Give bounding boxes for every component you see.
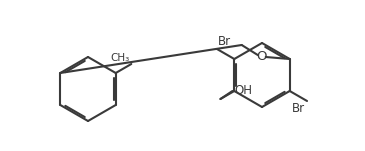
Text: O: O — [257, 50, 267, 63]
Text: CH₃: CH₃ — [110, 53, 129, 63]
Text: Br: Br — [292, 102, 305, 115]
Text: OH: OH — [234, 84, 253, 96]
Text: Br: Br — [218, 35, 231, 48]
